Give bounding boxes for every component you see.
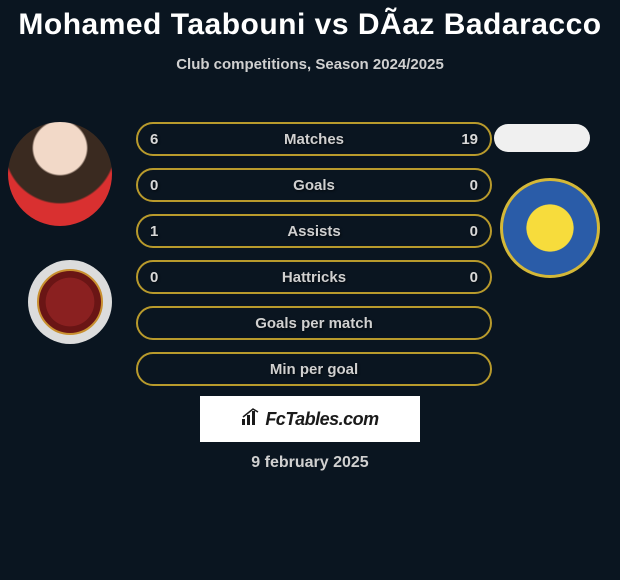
stat-label: Min per goal	[270, 361, 358, 378]
stat-row-mpg: Min per goal	[136, 352, 492, 386]
stat-label: Hattricks	[282, 269, 346, 286]
stat-row-goals: 0 Goals 0	[136, 168, 492, 202]
brand-text: FcTables.com	[265, 409, 378, 430]
stat-label: Matches	[284, 131, 344, 148]
stat-right-value: 0	[470, 223, 478, 240]
player-right-avatar	[494, 124, 590, 152]
comparison-title: Mohamed Taabouni vs DÃ­az Badaracco	[0, 0, 620, 42]
stat-left-value: 0	[150, 177, 158, 194]
stat-right-value: 0	[470, 177, 478, 194]
stat-row-matches: 6 Matches 19	[136, 122, 492, 156]
stat-right-value: 0	[470, 269, 478, 286]
stat-left-value: 1	[150, 223, 158, 240]
comparison-date: 9 february 2025	[0, 454, 620, 472]
stat-label: Assists	[287, 223, 340, 240]
brand-badge: FcTables.com	[200, 396, 420, 442]
brand-chart-icon	[241, 408, 261, 431]
comparison-subtitle: Club competitions, Season 2024/2025	[0, 56, 620, 73]
club-right-badge	[500, 178, 600, 278]
stat-row-gpm: Goals per match	[136, 306, 492, 340]
stats-container: 6 Matches 19 0 Goals 0 1 Assists 0 0 Hat…	[136, 122, 492, 398]
club-left-badge-inner	[37, 269, 103, 335]
stat-label: Goals	[293, 177, 335, 194]
stat-right-value: 19	[461, 131, 478, 148]
player-left-avatar	[8, 122, 112, 226]
stat-left-value: 0	[150, 269, 158, 286]
stat-left-value: 6	[150, 131, 158, 148]
stat-row-hattricks: 0 Hattricks 0	[136, 260, 492, 294]
stat-row-assists: 1 Assists 0	[136, 214, 492, 248]
club-left-badge	[28, 260, 112, 344]
stat-label: Goals per match	[255, 315, 373, 332]
